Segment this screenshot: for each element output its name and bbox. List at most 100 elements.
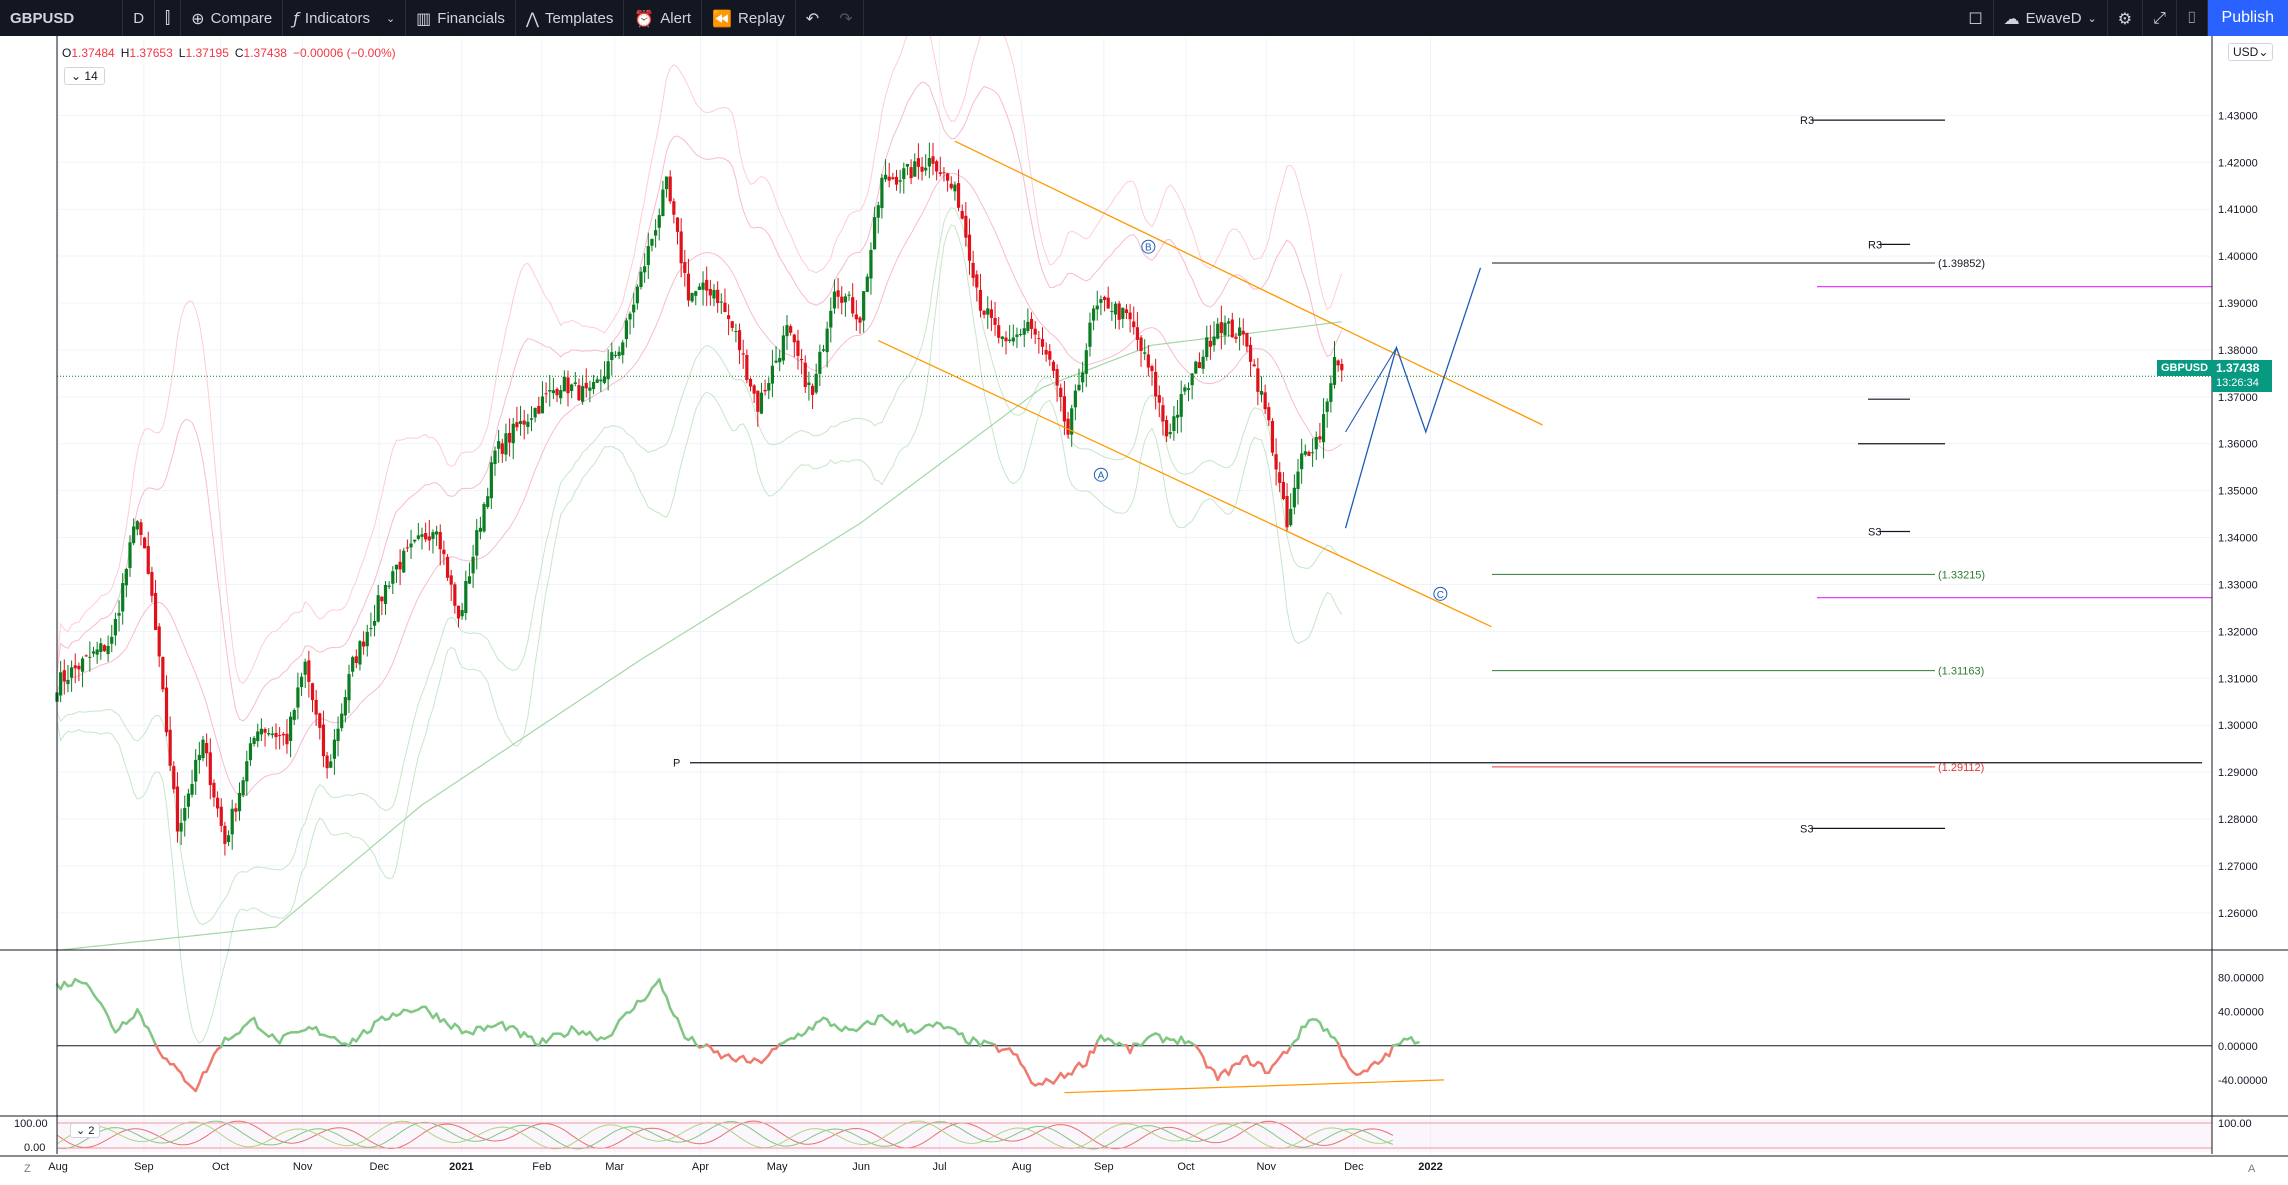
candle-up xyxy=(986,308,990,315)
ind2-tick-label: 0.00 xyxy=(24,1142,45,1154)
candle-up xyxy=(770,365,774,384)
wave-label-circle xyxy=(1141,239,1156,254)
candle-down xyxy=(164,687,169,733)
candle-down xyxy=(1037,338,1041,340)
ma-200-line xyxy=(56,321,1342,951)
osc-line-segment xyxy=(198,1071,205,1085)
replay-button[interactable]: ⏪ Replay xyxy=(702,0,796,36)
osc-line-segment xyxy=(614,1019,621,1030)
layout-button[interactable]: ☐ xyxy=(1958,0,1994,36)
time-tick-label: Aug xyxy=(1012,1161,1032,1173)
osc-line-segment xyxy=(690,1035,697,1046)
candles xyxy=(55,142,1344,856)
publish-button[interactable]: Publish xyxy=(2207,0,2288,36)
interval-button[interactable]: D xyxy=(123,0,156,36)
close-number: 1.37438 xyxy=(243,46,287,60)
candle-down xyxy=(522,420,526,425)
indicators-button[interactable]: ƒ Indicators ⌄ xyxy=(283,0,407,36)
currency-button[interactable]: USD⌄ xyxy=(2228,43,2274,61)
candle-up xyxy=(336,728,340,741)
indicator-legend-toggle[interactable]: ⌄ 14 xyxy=(64,67,105,85)
candle-up xyxy=(526,421,530,427)
osc-line-segment xyxy=(103,1008,110,1018)
candle-down xyxy=(727,315,731,320)
candle-up xyxy=(230,808,234,835)
candle-up xyxy=(70,667,74,678)
candle-up xyxy=(1332,357,1337,385)
candle-up xyxy=(270,733,274,736)
candle-up xyxy=(1311,452,1315,454)
candle-up xyxy=(694,291,698,296)
osc-line-segment xyxy=(665,995,672,1010)
axes: 1.43000 1.42000 1.41000 1.40000 1.39000 1.380… xyxy=(0,36,2288,1173)
candle-down xyxy=(1256,368,1260,392)
candle-up xyxy=(1081,372,1085,383)
candle-down xyxy=(763,389,767,392)
open-number: 1.37484 xyxy=(71,46,115,60)
osc-line-segment xyxy=(873,1014,880,1026)
price-tick-label: 1.33000 xyxy=(2218,579,2258,591)
candle-down xyxy=(1263,392,1267,410)
candle-down xyxy=(1252,364,1256,367)
candle-down xyxy=(1044,350,1048,355)
candle-down xyxy=(584,382,588,389)
candle-down xyxy=(1161,405,1165,422)
candle-up xyxy=(1011,337,1015,342)
settings-button[interactable]: ⚙ xyxy=(2108,0,2144,36)
indicator-legend-count: 14 xyxy=(84,69,98,83)
layout-name-button[interactable]: ☁ EwaveD ⌄ xyxy=(1994,0,2108,36)
candle-down xyxy=(851,297,855,314)
candle-up xyxy=(511,423,515,444)
candle-down xyxy=(1135,327,1139,340)
financials-button[interactable]: ▥ Financials xyxy=(406,0,516,36)
snapshot-button[interactable]: ⌷ xyxy=(2177,0,2208,36)
symbol-search-button[interactable]: GBPUSD xyxy=(0,0,124,36)
templates-button[interactable]: ⋀ Templates xyxy=(516,0,625,36)
ind2-line xyxy=(56,1120,1394,1150)
undo-icon: ↶ xyxy=(805,8,820,28)
undo-button[interactable]: ↶ xyxy=(796,0,829,36)
osc-line-segment xyxy=(139,1014,146,1027)
indicator2-legend-toggle[interactable]: ⌄ 2 xyxy=(70,1123,101,1138)
candle-up xyxy=(832,291,837,309)
osc-tick-label: 80.00000 xyxy=(2218,973,2264,985)
alert-button[interactable]: ⏰ Alert xyxy=(624,0,703,36)
candle-up xyxy=(924,167,928,171)
candle-down xyxy=(161,656,165,690)
fib-label: (1.33215) xyxy=(1938,569,1985,581)
candle-up xyxy=(814,373,818,393)
candle-up xyxy=(237,792,242,812)
candle-down xyxy=(1059,387,1063,398)
grid xyxy=(57,38,2212,1154)
candle-up xyxy=(1113,303,1118,315)
price-tick-label: 1.42000 xyxy=(2218,157,2258,169)
candle-down xyxy=(705,279,709,291)
pivot-label: S3 xyxy=(1868,526,1881,538)
lower-band xyxy=(56,207,1343,926)
time-tick-label: Jun xyxy=(852,1161,870,1173)
candle-up xyxy=(632,304,636,313)
fullscreen-button[interactable]: ⤢ xyxy=(2143,0,2177,36)
candle-down xyxy=(1066,418,1070,435)
z-corner-label[interactable]: Z xyxy=(24,1163,31,1175)
candle-up xyxy=(493,450,497,465)
chart-type-button[interactable]: ⫿ xyxy=(155,0,182,36)
candle-up xyxy=(340,713,344,729)
candle-down xyxy=(234,808,238,812)
top-toolbar: GBPUSD D ⫿ ⊕ Compare ƒ Indicators ⌄ ▥ Financ… xyxy=(0,0,2288,36)
redo-button[interactable]: ↷ xyxy=(829,0,864,36)
chart-area[interactable]: R3 R3 S3 S3 P (1.39852) (1.33215) (1.31163) (1.2… xyxy=(0,36,2288,1185)
candle-down xyxy=(840,296,844,303)
candle-up xyxy=(774,360,778,363)
candle-down xyxy=(1267,407,1271,421)
a-corner-label[interactable]: A xyxy=(2248,1163,2256,1175)
candle-down xyxy=(668,176,672,202)
candle-down xyxy=(500,443,504,454)
osc-line-segment xyxy=(1092,1040,1099,1054)
osc-line-segment xyxy=(347,1037,354,1048)
osc-line-segment xyxy=(1216,1071,1223,1082)
candle-up xyxy=(883,174,888,180)
compare-button[interactable]: ⊕ Compare xyxy=(181,0,284,36)
candle-down xyxy=(756,390,760,412)
candle-up xyxy=(186,793,190,807)
